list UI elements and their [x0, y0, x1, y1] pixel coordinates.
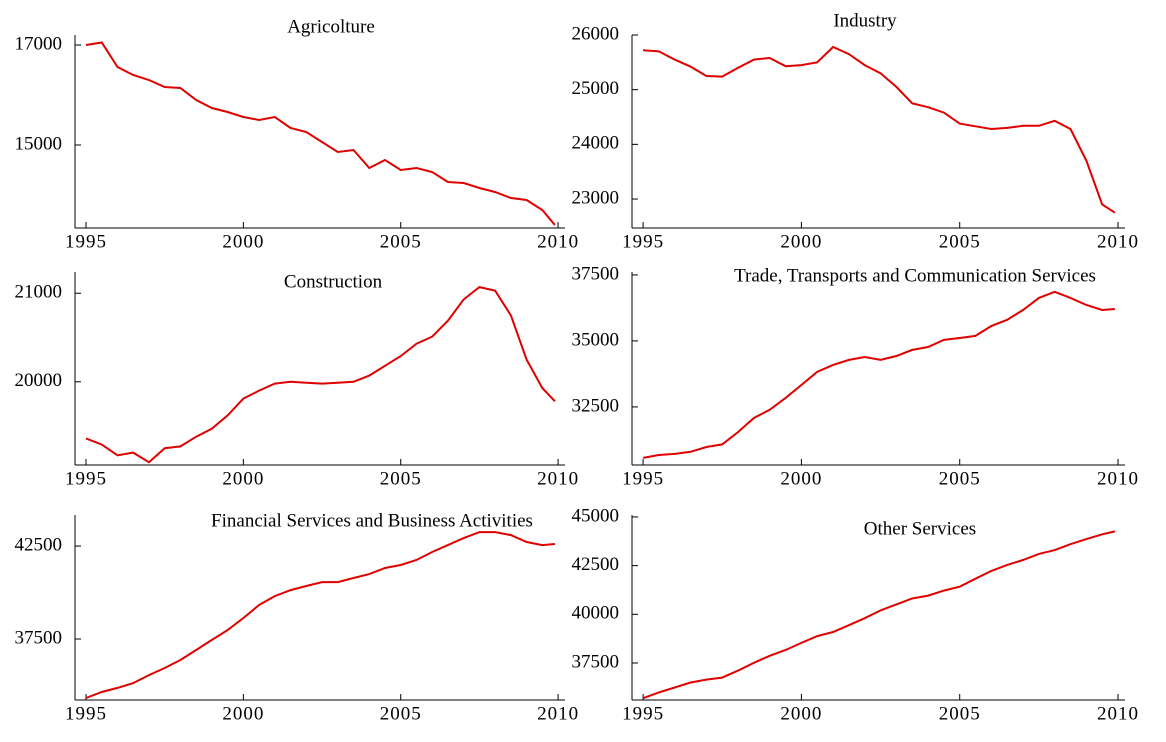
chart-title: Industry — [833, 10, 897, 31]
panel: 37500 35000 32500 1995 2000 2005 2010 Trade, Tr… — [572, 263, 1139, 489]
y-tick-label: 25000 — [572, 78, 620, 99]
x-tick-label: 2010 — [1097, 468, 1139, 489]
x-tick-label: 2010 — [537, 468, 579, 489]
chart-title: Construction — [284, 271, 383, 292]
data-line — [642, 290, 1115, 459]
data-line — [85, 41, 556, 226]
chart-title: Trade, Transports and Communication Serv… — [734, 265, 1096, 286]
y-tick-label: 32500 — [572, 395, 620, 416]
x-tick-label: 1995 — [622, 468, 664, 489]
y-tick-label: 17000 — [15, 33, 63, 54]
y-tick-label: 37500 — [572, 651, 620, 672]
y-tick-label: 40000 — [572, 603, 620, 624]
x-tick-label: 2010 — [537, 703, 579, 724]
x-tick-label: 2005 — [939, 231, 981, 252]
x-tick-label: 1995 — [65, 703, 107, 724]
x-tick-label: 2005 — [380, 231, 422, 252]
panel: 26000 25000 24000 23000 1995 2000 2005 2010 Indu… — [572, 10, 1139, 252]
y-tick-label: 35000 — [572, 329, 620, 350]
y-tick-label: 37500 — [15, 627, 63, 648]
data-line — [643, 45, 1116, 214]
y-tick-label: 20000 — [15, 370, 63, 391]
y-tick-label: 45000 — [572, 505, 620, 526]
x-tick-label: 2000 — [780, 231, 822, 252]
x-tick-label: 2010 — [1097, 231, 1139, 252]
y-tick-label: 15000 — [15, 133, 63, 154]
x-tick-label: 1995 — [622, 231, 664, 252]
panel: 17000 15000 1995 2000 2005 2010 Agricolture — [15, 16, 579, 252]
x-tick-label: 2000 — [780, 703, 822, 724]
y-tick-label: 37500 — [572, 263, 620, 284]
x-tick-label: 1995 — [65, 231, 107, 252]
y-tick-label: 24000 — [572, 133, 620, 154]
x-tick-label: 2005 — [939, 468, 981, 489]
y-tick-label: 26000 — [572, 23, 620, 44]
data-line — [85, 531, 555, 699]
x-tick-label: 2010 — [537, 231, 579, 252]
chart-title: Agricolture — [287, 16, 375, 37]
x-tick-label: 2000 — [222, 231, 264, 252]
panel: 21000 20000 1995 2000 2005 2010 Construction — [15, 271, 579, 489]
y-tick-label: 42500 — [15, 534, 63, 555]
x-tick-label: 2005 — [939, 703, 981, 724]
y-tick-labels: 42500 37500 — [15, 534, 63, 648]
chart-title: Financial Services and Business Activiti… — [211, 510, 533, 531]
panel: 42500 37500 1995 2000 2005 2010 Financial Serv… — [15, 510, 579, 724]
x-tick-label: 2000 — [780, 468, 822, 489]
y-tick-label: 21000 — [15, 282, 63, 303]
y-tick-label: 23000 — [572, 187, 620, 208]
data-line — [642, 530, 1116, 700]
y-tick-labels: 17000 15000 — [15, 33, 63, 154]
x-tick-label: 2000 — [222, 703, 264, 724]
y-tick-label: 42500 — [572, 554, 620, 575]
x-tick-label: 1995 — [622, 703, 664, 724]
x-tick-label: 2000 — [222, 468, 264, 489]
x-tick-label: 1995 — [65, 468, 107, 489]
x-tick-label: 2005 — [380, 703, 422, 724]
x-tick-label: 2005 — [380, 468, 422, 489]
data-line — [85, 286, 556, 464]
panel: 45000 42500 40000 37500 1995 2000 2005 2010 Othe… — [572, 505, 1139, 724]
y-tick-labels: 21000 20000 — [15, 282, 63, 392]
chart-title: Other Services — [864, 518, 976, 539]
x-tick-label: 2010 — [1097, 703, 1139, 724]
